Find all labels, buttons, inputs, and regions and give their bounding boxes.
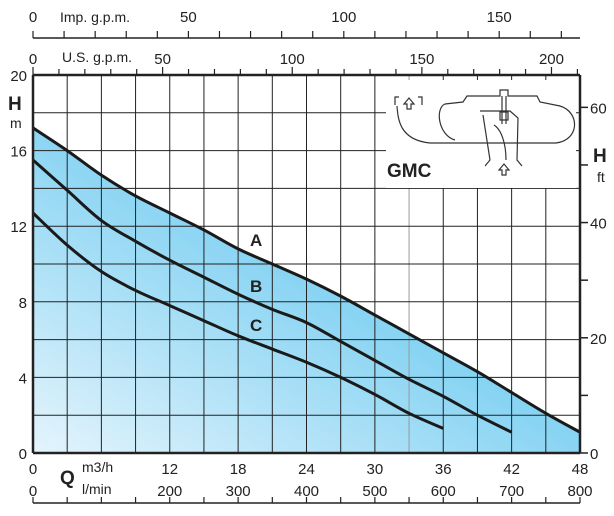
x-axis-top-us-label: U.S. g.p.m. bbox=[62, 49, 132, 65]
x-tick-label-us-gpm: 0 bbox=[29, 51, 37, 68]
x-tick-label-imp-gpm: 0 bbox=[29, 9, 37, 26]
y-axis-right-label: H bbox=[593, 146, 607, 167]
x-tick-label-lmin: 300 bbox=[226, 483, 251, 500]
y-axis-right-unit: ft bbox=[597, 169, 605, 185]
x-tick-label-m3h: 30 bbox=[367, 461, 384, 478]
x-tick-label-lmin: 500 bbox=[362, 483, 387, 500]
pump-model-label: GMC bbox=[387, 161, 432, 182]
x-tick-label-m3h: 12 bbox=[161, 461, 178, 478]
y-tick-label-m: 20 bbox=[10, 68, 27, 85]
y-tick-label-m: 16 bbox=[10, 144, 27, 161]
curve-label-a: A bbox=[250, 231, 262, 250]
x-axis-top-imp-label: Imp. g.p.m. bbox=[60, 9, 130, 25]
y-tick-label-m: 0 bbox=[19, 446, 27, 463]
y-tick-label-m: 8 bbox=[19, 295, 27, 312]
curve-label-c: C bbox=[250, 316, 262, 335]
x-tick-label-imp-gpm: 50 bbox=[180, 9, 197, 26]
x-tick-label-lmin: 700 bbox=[499, 483, 524, 500]
y-axis-left-unit: m bbox=[10, 115, 22, 131]
curve-label-b: B bbox=[250, 277, 262, 296]
x-tick-label-m3h: 24 bbox=[298, 461, 315, 478]
y-tick-label-ft: 40 bbox=[590, 216, 607, 233]
x-tick-label-us-gpm: 50 bbox=[154, 51, 171, 68]
y-tick-label-ft: 20 bbox=[590, 331, 607, 348]
curve-c bbox=[31, 211, 444, 430]
x-axis-q-label: Q bbox=[60, 468, 75, 489]
x-tick-label-lmin: 400 bbox=[294, 483, 319, 500]
curve-b bbox=[32, 158, 513, 434]
y-tick-label-m: 4 bbox=[19, 370, 27, 387]
x-tick-label-m3h: 0 bbox=[29, 461, 37, 478]
x-tick-label-m3h: 18 bbox=[230, 461, 247, 478]
x-tick-label-lmin: 600 bbox=[431, 483, 456, 500]
x-tick-label-lmin: 800 bbox=[567, 483, 592, 500]
x-tick-label-m3h: 42 bbox=[503, 461, 520, 478]
y-tick-label-ft: 60 bbox=[590, 100, 607, 117]
y-tick-label-ft: 0 bbox=[590, 446, 598, 463]
x-tick-label-m3h: 36 bbox=[435, 461, 452, 478]
x-tick-label-us-gpm: 200 bbox=[539, 51, 564, 68]
x-tick-label-m3h: 48 bbox=[572, 461, 589, 478]
x-tick-label-imp-gpm: 100 bbox=[331, 9, 356, 26]
x-tick-label-us-gpm: 150 bbox=[409, 51, 434, 68]
x-axis-unit-m3h: m3/h bbox=[82, 459, 113, 475]
x-tick-label-lmin: 200 bbox=[157, 483, 182, 500]
pump-cross-section-icon bbox=[394, 89, 576, 176]
y-tick-label-m: 12 bbox=[10, 219, 27, 236]
y-axis-left-label: H bbox=[8, 94, 22, 115]
curve-a bbox=[32, 126, 581, 434]
x-tick-label-imp-gpm: 150 bbox=[487, 9, 512, 26]
x-tick-label-us-gpm: 100 bbox=[280, 51, 305, 68]
x-axis-unit-lmin: l/min bbox=[82, 481, 112, 497]
pump-diagram: GMC bbox=[386, 80, 576, 188]
x-tick-label-lmin: 0 bbox=[29, 483, 37, 500]
